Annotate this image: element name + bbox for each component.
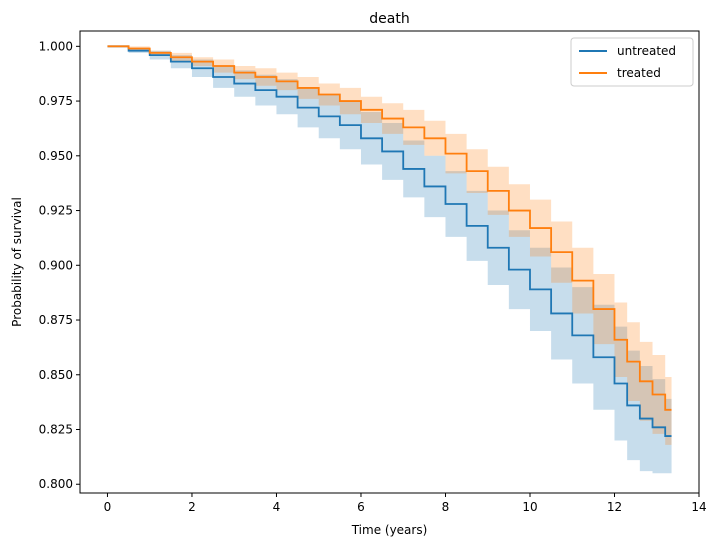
- y-tick-label: 0.875: [39, 313, 73, 327]
- y-tick-label: 0.850: [39, 368, 73, 382]
- legend-label-treated: treated: [617, 66, 661, 80]
- x-tick-label: 2: [188, 500, 196, 514]
- y-tick-label: 1.000: [39, 39, 73, 53]
- plot-area: [79, 30, 700, 494]
- y-tick-label: 0.925: [39, 204, 73, 218]
- legend: untreated treated: [570, 37, 694, 87]
- x-tick-label: 14: [691, 500, 706, 514]
- y-tick-label: 0.825: [39, 423, 73, 437]
- y-tick-label: 0.975: [39, 94, 73, 108]
- y-axis: 0.800 0.825 0.850 0.875 0.900 0.925 0.950 0.975…: [39, 39, 80, 491]
- chart-title: death: [369, 11, 409, 27]
- y-axis-label: Probability of survival: [10, 197, 24, 327]
- series-line-untreated: [107, 45, 672, 437]
- x-axis: 0 2 4 6 8 10 12 14: [104, 493, 707, 514]
- series-line-treated: [107, 45, 672, 411]
- x-tick-label: 10: [522, 500, 537, 514]
- x-axis-label: Time (years): [351, 523, 428, 537]
- plot-frame: [79, 30, 700, 494]
- y-tick-label: 0.900: [39, 258, 73, 272]
- confidence-band-untreated: [107, 46, 672, 474]
- x-tick-label: 12: [607, 500, 622, 514]
- x-tick-label: 8: [442, 500, 450, 514]
- legend-label-untreated: untreated: [617, 44, 676, 58]
- x-tick-label: 6: [357, 500, 365, 514]
- x-tick-label: 0: [104, 500, 112, 514]
- y-tick-label: 0.950: [39, 149, 73, 163]
- x-tick-label: 4: [273, 500, 281, 514]
- confidence-band-treated: [107, 46, 672, 445]
- y-tick-label: 0.800: [39, 477, 73, 491]
